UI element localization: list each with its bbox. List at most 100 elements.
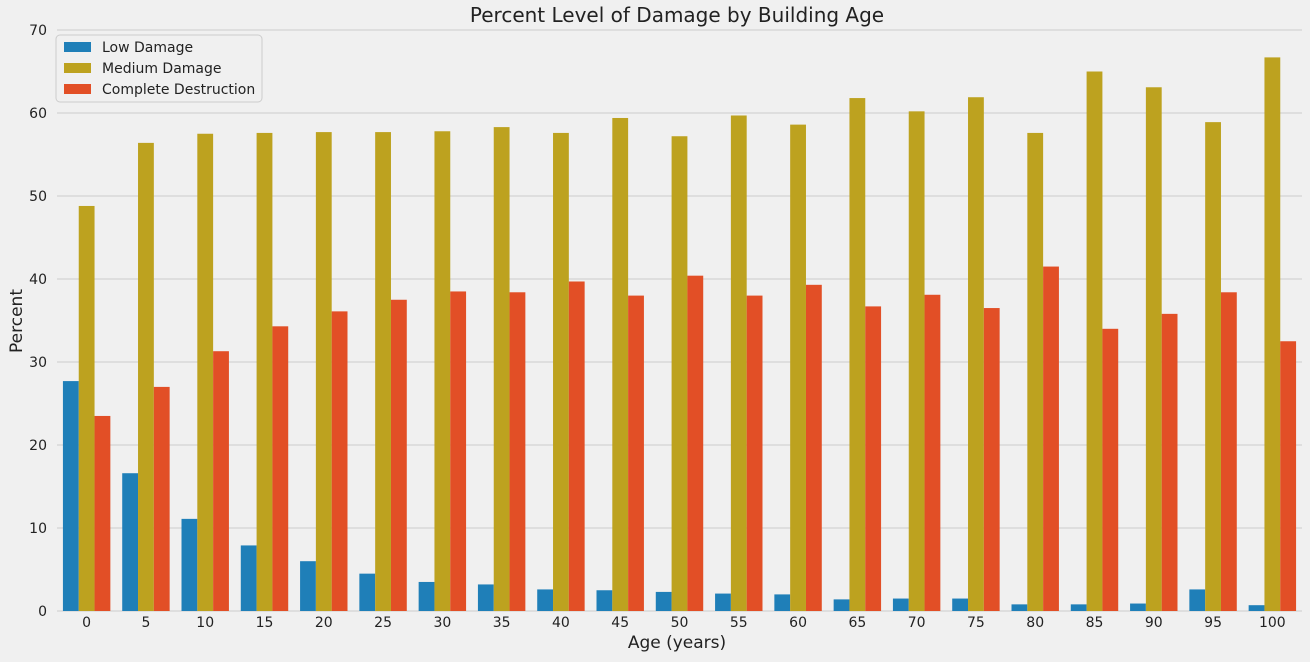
bar-medium-damage (730, 115, 747, 612)
bar-complete-destruction (213, 351, 229, 611)
bar-low-damage (655, 591, 672, 611)
x-tick-label: 10 (196, 615, 214, 631)
bar-medium-damage (1264, 57, 1281, 611)
bar-medium-damage (138, 142, 154, 611)
bar-low-damage (715, 593, 731, 611)
y-tick-label: 20 (29, 438, 47, 454)
bar-low-damage (1248, 605, 1265, 611)
bar-medium-damage (790, 124, 806, 612)
bar-complete-destruction (450, 291, 467, 611)
bar-low-damage (537, 589, 554, 611)
bar-complete-destruction (924, 294, 941, 611)
bar-medium-damage (612, 117, 629, 611)
bar-medium-damage (968, 97, 984, 612)
bar-complete-destruction (805, 284, 822, 611)
bar-low-damage (1189, 589, 1206, 611)
x-tick-label: 30 (433, 615, 451, 631)
bar-low-damage (359, 573, 376, 611)
bar-medium-damage (78, 205, 95, 611)
y-axis-label: Percent (7, 289, 27, 353)
bar-low-damage (1130, 603, 1146, 611)
y-tick-label: 10 (29, 521, 47, 537)
bar-low-damage (181, 518, 198, 611)
bar-complete-destruction (1220, 292, 1237, 611)
legend-label: Low Damage (102, 40, 193, 56)
bar-complete-destruction (983, 308, 1000, 611)
x-tick-label: 25 (374, 615, 392, 631)
bar-low-damage (774, 594, 791, 611)
x-axis-label: Age (years) (628, 633, 726, 653)
x-tick-label: 80 (1026, 615, 1044, 631)
x-tick-label: 95 (1204, 615, 1222, 631)
y-tick-label: 50 (29, 189, 47, 205)
bar-medium-damage (256, 132, 273, 612)
x-tick-label: 65 (848, 615, 866, 631)
bar-medium-damage (1027, 132, 1044, 612)
bar-medium-damage (315, 132, 332, 611)
bar-medium-damage (671, 136, 688, 612)
bar-low-damage (122, 473, 139, 611)
bar-complete-destruction (568, 281, 585, 611)
bar-medium-damage (849, 98, 866, 611)
x-tick-label: 60 (789, 615, 807, 631)
bar-medium-damage (1205, 122, 1221, 611)
bar-complete-destruction (687, 275, 704, 611)
x-tick-label: 90 (1145, 615, 1163, 631)
bar-complete-destruction (94, 415, 111, 611)
bars (62, 57, 1297, 612)
y-tick-label: 0 (38, 604, 47, 620)
x-tick-label: 35 (493, 615, 511, 631)
x-tick-label: 0 (82, 615, 91, 631)
x-axis-ticks: 0 5 10 15 20 25 30 35 40 45 50 55 60 65 70 75 80 85 90 95 10… (82, 615, 1286, 631)
x-tick-label: 85 (1086, 615, 1104, 631)
bar-complete-destruction (331, 311, 348, 611)
bar-complete-destruction (153, 386, 170, 611)
bar-low-damage (418, 581, 435, 611)
x-tick-label: 100 (1259, 615, 1286, 631)
legend-label: Medium Damage (102, 61, 222, 77)
bar-low-damage (833, 599, 850, 611)
legend-swatch (64, 42, 91, 52)
bar-complete-destruction (746, 295, 763, 611)
bar-medium-damage (434, 131, 451, 611)
bar-low-damage (892, 598, 909, 611)
x-tick-label: 20 (315, 615, 333, 631)
legend-swatch (64, 63, 91, 73)
bar-medium-damage (1086, 71, 1103, 611)
bar-low-damage (952, 598, 969, 611)
chart-title: Percent Level of Damage by Building Age (470, 3, 884, 27)
bar-complete-destruction (1161, 313, 1178, 611)
y-tick-label: 70 (29, 23, 47, 39)
x-tick-label: 75 (967, 615, 985, 631)
bar-complete-destruction (509, 292, 526, 611)
legend-frame (55, 34, 263, 103)
y-tick-label: 30 (29, 355, 47, 371)
bar-medium-damage (908, 111, 925, 611)
legend-label: Complete Destruction (102, 82, 255, 98)
bar-low-damage (62, 381, 79, 611)
bar-low-damage (1070, 604, 1087, 611)
bar-complete-destruction (272, 326, 289, 611)
bar-low-damage (240, 545, 257, 611)
bar-complete-destruction (1043, 266, 1059, 611)
bar-medium-damage (197, 133, 214, 611)
bar-medium-damage (493, 127, 510, 612)
x-tick-label: 50 (671, 615, 689, 631)
y-tick-label: 60 (29, 106, 47, 122)
bar-complete-destruction (628, 295, 644, 611)
x-tick-label: 40 (552, 615, 570, 631)
bar-medium-damage (553, 132, 569, 612)
x-tick-label: 15 (256, 615, 274, 631)
legend-swatch (64, 84, 91, 94)
bar-medium-damage (375, 132, 391, 611)
y-tick-label: 40 (29, 272, 47, 288)
bar-complete-destruction (390, 299, 407, 611)
legend: Low Damage Medium Damage Complete Destruct… (55, 34, 263, 103)
bar-complete-destruction (865, 306, 882, 611)
x-tick-label: 55 (730, 615, 748, 631)
y-axis-ticks: 0 10 20 30 40 50 60 70 (29, 23, 47, 620)
bar-medium-damage (1145, 87, 1162, 611)
x-tick-label: 45 (611, 615, 629, 631)
bar-complete-destruction (1280, 341, 1297, 611)
